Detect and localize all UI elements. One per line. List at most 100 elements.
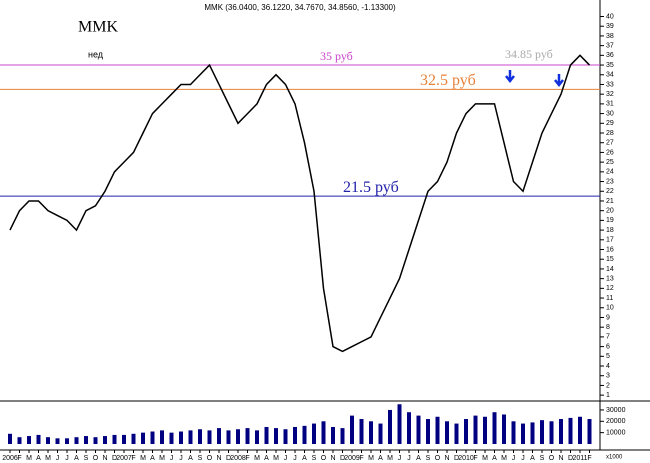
x-tick-label: M: [387, 455, 393, 462]
volume-bar: [245, 428, 250, 444]
x-tick-label: 2007: [116, 455, 132, 462]
volume-bar: [169, 432, 174, 444]
x-tick-label: N: [216, 455, 221, 462]
y-tick-label: 31: [606, 101, 614, 108]
level-label: 35 руб: [320, 49, 353, 63]
x-tick-label: N: [558, 455, 563, 462]
x-tick-label: O: [435, 455, 441, 462]
volume-bar: [312, 423, 316, 444]
volume-bar: [397, 404, 402, 444]
y-tick-label: 5: [606, 353, 610, 360]
price-line: [9, 54, 591, 353]
y-tick-label: 13: [606, 275, 614, 282]
x-tick-label: A: [492, 455, 497, 462]
x-tick-label: D: [454, 455, 459, 462]
volume-bar: [46, 437, 50, 444]
volume-bar: [530, 422, 535, 444]
arrow: [554, 74, 564, 88]
y-tick-label: 23: [606, 178, 614, 185]
volume-bar: [502, 414, 506, 444]
volume-bar: [36, 434, 41, 444]
y-tick-label: 22: [606, 188, 614, 195]
x-tick-label: D: [112, 455, 117, 462]
y-tick-label: 1: [606, 392, 610, 399]
y-tick-label: 39: [606, 23, 614, 30]
y-tick-label: 26: [606, 149, 614, 156]
x-tick-label: M: [254, 455, 260, 462]
x-tick-label: O: [321, 455, 327, 462]
volume-bar: [236, 429, 240, 444]
x-tick-label: J: [293, 455, 297, 462]
volume-bar: [540, 420, 544, 444]
y-tick-label: 34: [606, 72, 614, 79]
volume-bar: [141, 432, 145, 444]
x-tick-label: M: [368, 455, 374, 462]
x-tick-label: M: [482, 455, 488, 462]
volume-bar: [521, 423, 525, 444]
y-tick-label: 6: [606, 343, 610, 350]
volume-bar: [17, 437, 22, 444]
y-tick-label: 16: [606, 246, 614, 253]
x-tick-label: D: [340, 455, 345, 462]
x-tick-label: J: [407, 455, 411, 462]
x-tick-label: F: [245, 455, 249, 462]
volume-bar: [492, 412, 497, 444]
header: MMK (36.0400, 36.1220, 34.7670, 34.8560,…: [204, 3, 396, 12]
y-tick-label: 36: [606, 52, 614, 59]
x-tick-label: S: [198, 455, 203, 462]
volume-bar: [226, 430, 231, 444]
x-tick-label: J: [65, 455, 69, 462]
volume-bar: [302, 425, 307, 444]
x-tick-label: N: [444, 455, 449, 462]
y-tick-label: 10: [606, 305, 614, 312]
y-tick-label: 40: [606, 13, 614, 20]
y-tick-label: 12: [606, 285, 614, 292]
x-tick-label: F: [359, 455, 363, 462]
x-tick-label: A: [416, 455, 421, 462]
volume-bar: [578, 416, 582, 444]
y-tick-label: 7: [606, 334, 610, 341]
x-tick-label: O: [93, 455, 99, 462]
volume-bar: [93, 437, 98, 444]
y-tick-label: 30: [606, 110, 614, 117]
volume-bar: [407, 412, 411, 444]
volume-bar: [179, 431, 183, 444]
x-tick-label: S: [540, 455, 545, 462]
volume-bar: [150, 431, 155, 444]
y-tick-label: 33: [606, 81, 614, 88]
y-tick-label: 25: [606, 159, 614, 166]
volume-bar: [112, 434, 117, 444]
y-tick-label: 3: [606, 373, 610, 380]
volume-bar: [217, 428, 221, 444]
y-tick-label: 28: [606, 130, 614, 137]
volume-bar: [198, 429, 202, 444]
x-tick-label: O: [207, 455, 213, 462]
y-tick-label: 14: [606, 266, 614, 273]
y-tick-label: 2: [606, 382, 610, 389]
x-tick-label: M: [26, 455, 32, 462]
volume-bar: [454, 423, 459, 444]
x-tick-label: 2009: [344, 455, 360, 462]
x-tick-label: J: [398, 455, 402, 462]
y-tick-label: 15: [606, 256, 614, 263]
y-tick-label: 17: [606, 237, 614, 244]
y-tick-label: 32: [606, 91, 614, 98]
x-tick-label: J: [284, 455, 288, 462]
volume-bar: [426, 419, 430, 444]
x-tick-label: S: [426, 455, 431, 462]
volume-bar: [350, 415, 354, 444]
x-tick-label: N: [330, 455, 335, 462]
y-tick-label: 8: [606, 324, 610, 331]
volume-bar: [435, 416, 440, 444]
y-tick-label: 21: [606, 198, 614, 205]
y-tick-label: 35: [606, 62, 614, 69]
x-tick-label: M: [45, 455, 51, 462]
x-tick-label: J: [521, 455, 525, 462]
y-tick-label: 29: [606, 120, 614, 127]
volume-bar: [274, 428, 278, 444]
volume-bar: [549, 421, 554, 444]
volume-bar: [207, 430, 212, 444]
volume-bar: [131, 433, 136, 444]
x-tick-label: M: [140, 455, 146, 462]
